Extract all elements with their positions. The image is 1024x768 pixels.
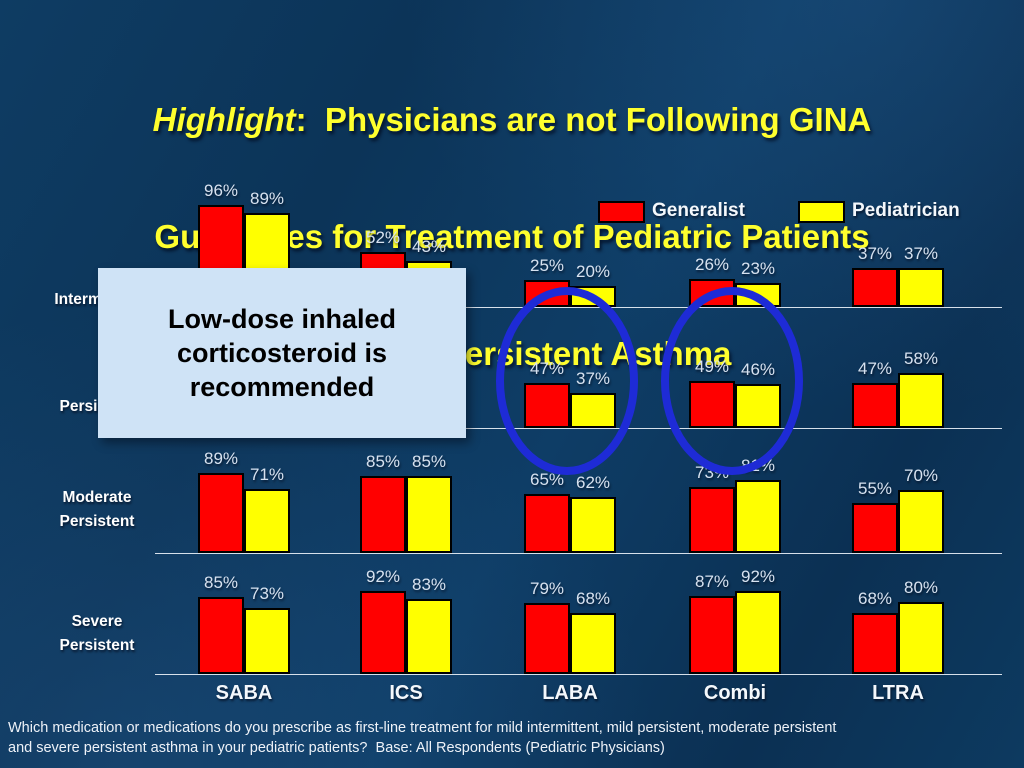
bar-pediatrician-combi-severe-persistent xyxy=(735,591,781,674)
bar-pediatrician-saba-moderate-persistent xyxy=(244,489,290,553)
bar-generalist-ltra-moderate-persistent xyxy=(852,503,898,553)
bar-generalist-ics-moderate-persistent xyxy=(360,476,406,553)
value-label-pediatrician-laba-moderate-persistent: 62% xyxy=(575,473,611,492)
bar-generalist-saba-moderate-persistent xyxy=(198,473,244,553)
bar-pediatrician-ltra-moderate-persistent xyxy=(898,490,944,553)
legend-swatch-pediatrician xyxy=(798,201,845,223)
row-label-line: Severe xyxy=(71,613,123,630)
bar-pediatrician-ltra-severe-persistent xyxy=(898,602,944,674)
bar-pediatrician-laba-intermittent xyxy=(570,286,616,307)
title-line-1: Highlight: Physicians are not Following … xyxy=(0,100,1024,139)
bar-pediatrician-ltra-persistent xyxy=(898,373,944,428)
value-label-generalist-saba-moderate-persistent: 89% xyxy=(203,449,239,468)
row-label-line: Persistent xyxy=(59,637,135,654)
title-highlight-italic: Highlight xyxy=(152,101,296,138)
category-label-saba: SABA xyxy=(215,682,273,704)
value-label-pediatrician-laba-severe-persistent: 68% xyxy=(575,589,611,608)
bar-pediatrician-ics-severe-persistent xyxy=(406,599,452,674)
bar-generalist-ics-severe-persistent xyxy=(360,591,406,674)
callout-box: Low-dose inhaled corticosteroid is recom… xyxy=(98,268,466,438)
value-label-pediatrician-saba-severe-persistent: 73% xyxy=(249,584,285,603)
value-label-pediatrician-combi-intermittent: 23% xyxy=(740,259,776,278)
value-label-generalist-saba-intermittent: 96% xyxy=(203,181,239,200)
bar-generalist-combi-severe-persistent xyxy=(689,596,735,674)
bar-pediatrician-combi-intermittent xyxy=(735,283,781,307)
row-label-line: Persistent xyxy=(59,513,135,530)
bar-generalist-ltra-intermittent xyxy=(852,268,898,307)
bar-generalist-laba-moderate-persistent xyxy=(524,494,570,553)
bar-generalist-saba-severe-persistent xyxy=(198,597,244,674)
value-label-pediatrician-ltra-intermittent: 37% xyxy=(903,244,939,263)
bar-pediatrician-ics-moderate-persistent xyxy=(406,476,452,553)
value-label-pediatrician-combi-persistent: 46% xyxy=(740,360,776,379)
category-label-ics: ICS xyxy=(389,682,423,704)
bar-generalist-ltra-persistent xyxy=(852,383,898,428)
value-label-generalist-ltra-intermittent: 37% xyxy=(857,244,893,263)
bar-pediatrician-laba-moderate-persistent xyxy=(570,497,616,553)
legend-label-pediatrician: Pediatrician xyxy=(852,200,960,221)
value-label-pediatrician-ltra-moderate-persistent: 70% xyxy=(903,466,939,485)
value-label-generalist-combi-severe-persistent: 87% xyxy=(694,572,730,591)
value-label-pediatrician-combi-moderate-persistent: 81% xyxy=(740,456,776,475)
bar-generalist-laba-persistent xyxy=(524,383,570,428)
legend-swatch-generalist xyxy=(598,201,645,223)
value-label-generalist-ics-severe-persistent: 92% xyxy=(365,567,401,586)
bar-generalist-combi-persistent xyxy=(689,381,735,428)
bar-pediatrician-combi-moderate-persistent xyxy=(735,480,781,553)
row-label-moderate-persistent: Moderate Persistent xyxy=(22,486,172,534)
value-label-generalist-ics-intermittent: 52% xyxy=(365,228,401,247)
category-label-ltra: LTRA xyxy=(872,682,924,704)
legend-label-generalist: Generalist xyxy=(652,200,745,221)
axis-baseline-severe-persistent xyxy=(155,674,1002,675)
value-label-pediatrician-combi-severe-persistent: 92% xyxy=(740,567,776,586)
footnote-text: Which medication or medications do you p… xyxy=(8,720,841,756)
bar-pediatrician-saba-severe-persistent xyxy=(244,608,290,674)
value-label-pediatrician-ltra-persistent: 58% xyxy=(903,349,939,368)
value-label-pediatrician-ics-severe-persistent: 83% xyxy=(411,575,447,594)
category-label-laba: LABA xyxy=(542,682,598,704)
bar-pediatrician-laba-persistent xyxy=(570,393,616,428)
bar-generalist-combi-moderate-persistent xyxy=(689,487,735,553)
axis-baseline-moderate-persistent xyxy=(155,553,1002,554)
bar-pediatrician-laba-severe-persistent xyxy=(570,613,616,674)
title-line-1-rest: : Physicians are not Following GINA xyxy=(295,101,872,138)
row-label-line: Moderate xyxy=(62,489,132,506)
value-label-generalist-laba-severe-persistent: 79% xyxy=(529,579,565,598)
value-label-pediatrician-ics-intermittent: 43% xyxy=(411,237,447,256)
value-label-generalist-ltra-severe-persistent: 68% xyxy=(857,589,893,608)
bar-generalist-laba-severe-persistent xyxy=(524,603,570,674)
bar-generalist-combi-intermittent xyxy=(689,279,735,307)
callout-text-line-1: Low-dose inhaled xyxy=(167,304,396,334)
bar-pediatrician-ltra-intermittent xyxy=(898,268,944,307)
value-label-pediatrician-saba-moderate-persistent: 71% xyxy=(249,465,285,484)
value-label-pediatrician-laba-persistent: 37% xyxy=(575,369,611,388)
value-label-generalist-ltra-moderate-persistent: 55% xyxy=(857,479,893,498)
value-label-pediatrician-ltra-severe-persistent: 80% xyxy=(903,578,939,597)
value-label-generalist-ltra-persistent: 47% xyxy=(857,359,893,378)
value-label-generalist-ics-moderate-persistent: 85% xyxy=(365,452,401,471)
value-label-generalist-laba-intermittent: 25% xyxy=(529,256,565,275)
value-label-pediatrician-saba-intermittent: 89% xyxy=(249,189,285,208)
value-label-generalist-combi-intermittent: 26% xyxy=(694,255,730,274)
category-label-combi: Combi xyxy=(703,682,767,704)
bar-generalist-laba-intermittent xyxy=(524,280,570,307)
value-label-pediatrician-laba-intermittent: 20% xyxy=(575,262,611,281)
bar-generalist-ltra-severe-persistent xyxy=(852,613,898,674)
row-label-severe-persistent: Severe Persistent xyxy=(22,610,172,658)
bar-pediatrician-combi-persistent xyxy=(735,384,781,428)
callout-text-line-3: recommended xyxy=(189,372,375,402)
callout-text-line-2: corticosteroid is xyxy=(176,338,388,368)
value-label-generalist-saba-severe-persistent: 85% xyxy=(203,573,239,592)
value-label-pediatrician-ics-moderate-persistent: 85% xyxy=(411,452,447,471)
